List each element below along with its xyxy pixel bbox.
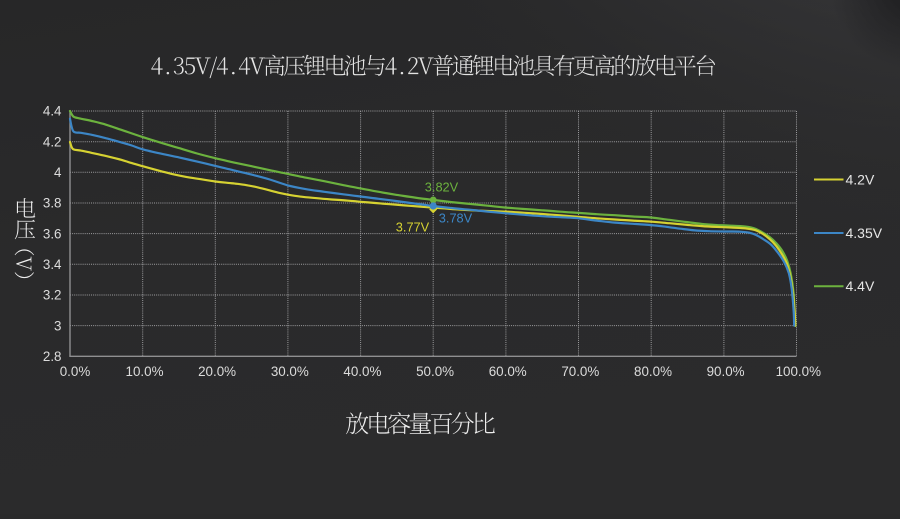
svg-text:3.8: 3.8 xyxy=(43,196,62,211)
svg-text:4.35V: 4.35V xyxy=(846,225,883,241)
svg-text:4.4: 4.4 xyxy=(43,104,62,119)
svg-text:3.6: 3.6 xyxy=(43,226,62,241)
svg-text:100.0%: 100.0% xyxy=(776,364,822,379)
svg-text:60.0%: 60.0% xyxy=(489,364,527,379)
svg-text:70.0%: 70.0% xyxy=(561,364,599,379)
svg-text:3: 3 xyxy=(54,318,61,333)
svg-text:30.0%: 30.0% xyxy=(271,364,309,379)
svg-text:10.0%: 10.0% xyxy=(126,364,164,379)
svg-text:4.2V: 4.2V xyxy=(846,171,875,187)
svg-text:3.77V: 3.77V xyxy=(396,220,430,235)
svg-text:3.2: 3.2 xyxy=(43,288,62,303)
svg-text:90.0%: 90.0% xyxy=(707,364,745,379)
svg-text:4.2: 4.2 xyxy=(43,134,62,149)
svg-text:40.0%: 40.0% xyxy=(343,364,381,379)
svg-text:3.78V: 3.78V xyxy=(439,211,473,226)
svg-text:2.8: 2.8 xyxy=(43,349,62,364)
svg-text:80.0%: 80.0% xyxy=(634,364,672,379)
svg-text:3.4: 3.4 xyxy=(43,257,62,272)
svg-text:4: 4 xyxy=(54,165,62,180)
svg-text:50.0%: 50.0% xyxy=(416,364,454,379)
svg-text:20.0%: 20.0% xyxy=(198,364,236,379)
svg-text:0.0%: 0.0% xyxy=(60,364,91,379)
svg-text:4.4V: 4.4V xyxy=(846,278,875,294)
svg-text:3.82V: 3.82V xyxy=(425,180,459,195)
